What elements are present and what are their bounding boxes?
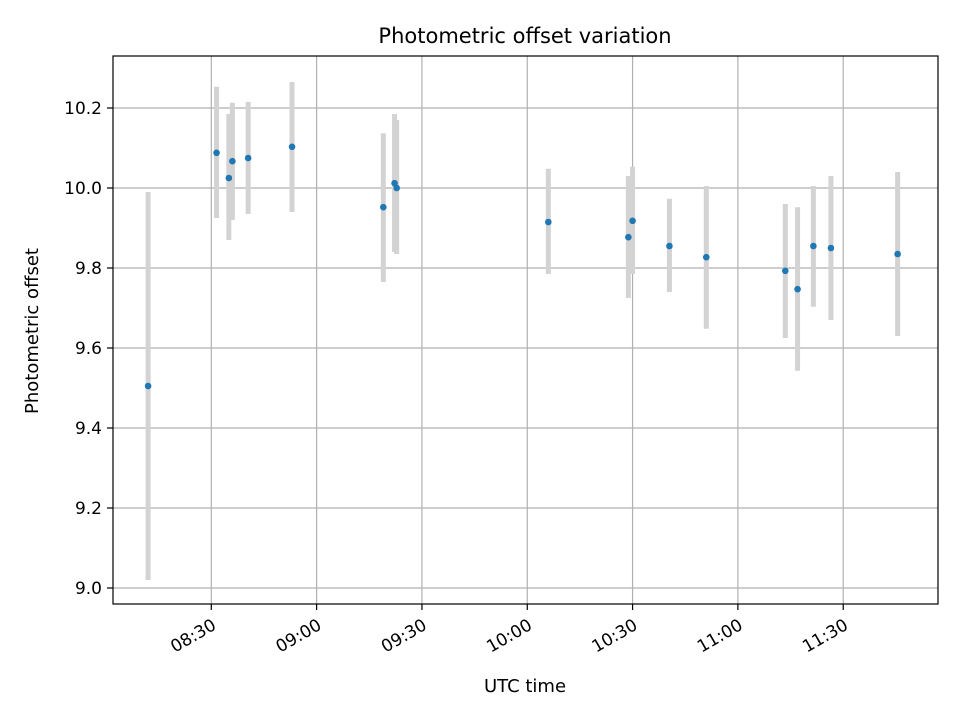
data-point — [810, 242, 817, 250]
plot-frame — [112, 55, 939, 605]
data-point — [244, 154, 252, 162]
data-point — [545, 218, 552, 226]
y-tick-label: 9.8 — [75, 259, 102, 279]
data-point — [393, 184, 400, 192]
data-point — [629, 217, 636, 225]
data-point — [380, 203, 387, 211]
y-tick-label: 9.6 — [75, 339, 102, 359]
y-tick-label: 9.0 — [75, 579, 102, 599]
data-points — [144, 143, 901, 390]
data-point — [702, 253, 710, 261]
y-tick-label: 10.2 — [64, 99, 102, 119]
y-axis-ticks: 9.0 9.2 9.4 9.6 9.8 10.0 10.2 — [64, 99, 113, 599]
y-tick-label: 9.4 — [75, 419, 102, 439]
data-point — [144, 382, 152, 390]
data-point — [288, 143, 296, 151]
y-tick-label: 9.2 — [75, 499, 102, 519]
y-tick-label: 10.0 — [64, 179, 102, 199]
data-point — [781, 267, 789, 275]
data-point — [794, 285, 801, 293]
y-axis-label: Photometric offset — [22, 248, 43, 414]
x-axis-label: UTC time — [484, 676, 566, 697]
data-point — [213, 149, 220, 157]
grid — [113, 56, 938, 604]
data-point — [229, 157, 236, 165]
data-point — [625, 233, 632, 241]
data-point — [666, 242, 673, 250]
data-point — [225, 174, 233, 182]
data-point — [894, 250, 901, 258]
chart-title: Photometric offset variation — [378, 24, 671, 48]
data-point — [827, 244, 835, 252]
